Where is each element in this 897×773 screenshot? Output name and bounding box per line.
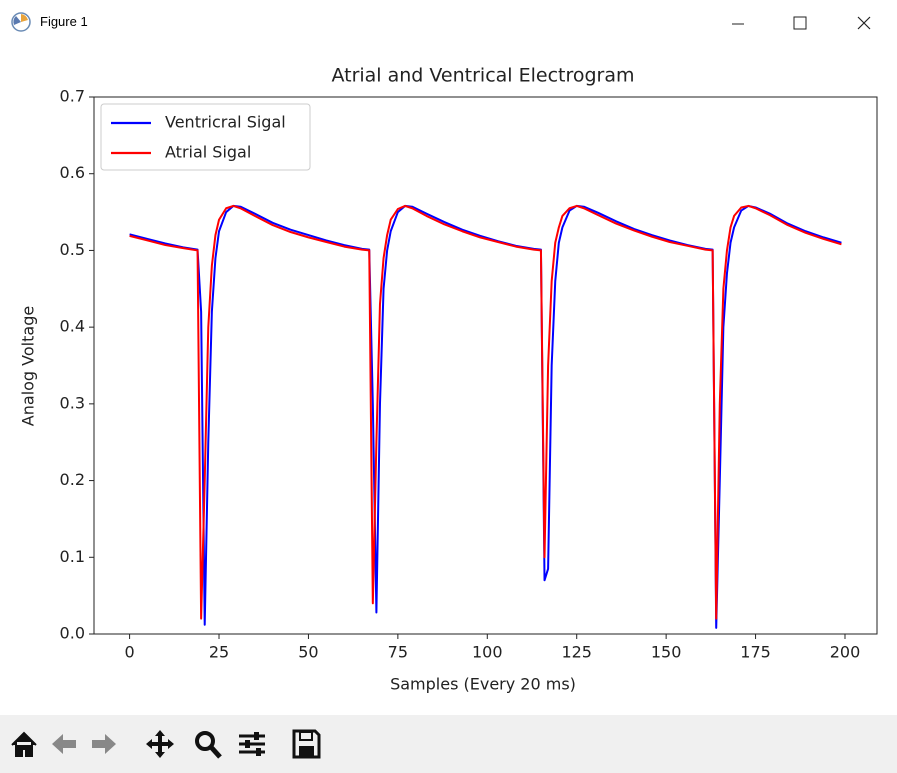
configure-button[interactable] <box>236 727 268 761</box>
x-tick-label: 75 <box>388 643 408 662</box>
toolbar <box>0 715 897 773</box>
back-button[interactable] <box>48 727 80 761</box>
title-bar: Figure 1 <box>0 0 897 45</box>
plot-frame <box>93 96 878 635</box>
x-tick-label: 125 <box>561 643 592 662</box>
y-tick-label: 0.4 <box>60 317 85 336</box>
x-tick-label: 150 <box>651 643 682 662</box>
forward-button[interactable] <box>88 727 120 761</box>
y-tick-label: 0.7 <box>60 87 85 106</box>
y-tick-label: 0.5 <box>60 240 85 259</box>
close-button[interactable] <box>844 8 884 38</box>
x-axis-label: Samples (Every 20 ms) <box>390 675 576 694</box>
home-button[interactable] <box>8 727 40 761</box>
x-tick-label: 0 <box>124 643 134 662</box>
y-tick-label: 0.6 <box>60 163 85 182</box>
legend-label: Atrial Sigal <box>165 143 251 162</box>
zoom-button[interactable] <box>192 727 224 761</box>
app-icon <box>11 12 31 32</box>
chart-title: Atrial and Ventrical Electrogram <box>331 65 634 87</box>
legend-label: Ventricral Sigal <box>165 113 286 132</box>
x-tick-label: 25 <box>209 643 229 662</box>
series-line <box>129 204 842 620</box>
maximize-button[interactable] <box>780 8 820 38</box>
y-tick-label: 0.2 <box>60 470 85 489</box>
x-tick-label: 200 <box>830 643 861 662</box>
legend: Ventricral Sigal Atrial Sigal <box>100 103 311 171</box>
y-tick-label: 0.0 <box>60 624 85 643</box>
y-tick-label: 0.1 <box>60 547 85 566</box>
chart: Atrial and Ventrical Electrogram Samples… <box>19 65 878 694</box>
series-line <box>129 204 842 629</box>
save-button[interactable] <box>290 727 322 761</box>
minimize-button[interactable] <box>718 8 758 38</box>
window-title: Figure 1 <box>40 14 88 29</box>
y-axis-label: Analog Voltage <box>19 306 38 426</box>
x-tick-label: 175 <box>740 643 771 662</box>
y-tick-label: 0.3 <box>60 393 85 412</box>
pan-button[interactable] <box>144 727 176 761</box>
x-tick-label: 50 <box>298 643 318 662</box>
x-tick-label: 100 <box>472 643 503 662</box>
legend-box <box>100 103 311 171</box>
